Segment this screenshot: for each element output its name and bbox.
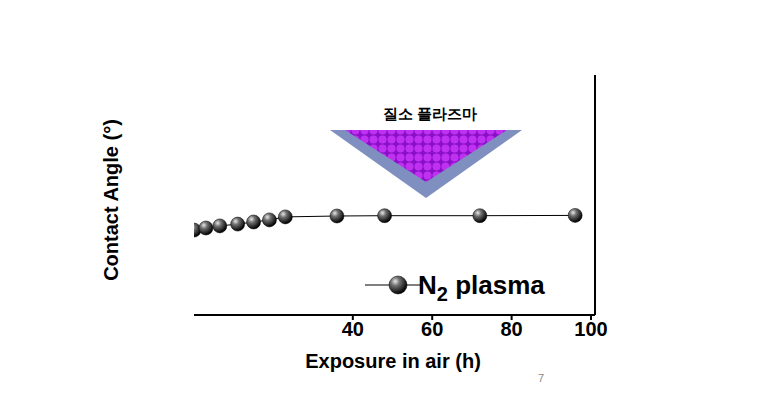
svg-text:80: 80 (500, 318, 522, 340)
svg-text:7: 7 (538, 372, 544, 384)
svg-text:100: 100 (574, 318, 607, 340)
svg-text:40: 40 (342, 318, 364, 340)
svg-text:질소 플라즈마: 질소 플라즈마 (383, 105, 477, 122)
svg-text:60: 60 (421, 318, 443, 340)
svg-text:Contact Angle (°): Contact Angle (°) (100, 119, 122, 281)
svg-text:N2 plasma: N2 plasma (418, 270, 545, 305)
svg-text:Exposure in air (h): Exposure in air (h) (305, 350, 481, 372)
